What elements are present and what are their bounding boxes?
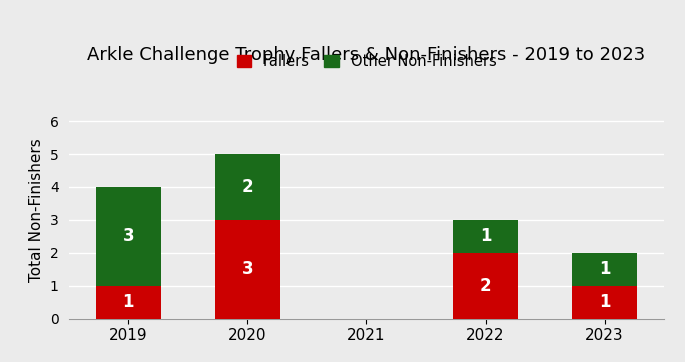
Title: Arkle Challenge Trophy Fallers & Non-Finishers - 2019 to 2023: Arkle Challenge Trophy Fallers & Non-Fin… [88, 46, 645, 64]
Text: 2: 2 [479, 277, 491, 295]
Bar [453, 253, 519, 319]
Legend: Fallers, Other Non-Finishers: Fallers, Other Non-Finishers [231, 48, 502, 75]
Text: 1: 1 [599, 260, 610, 278]
Text: 1: 1 [599, 293, 610, 311]
Bar [96, 286, 161, 319]
Text: 1: 1 [479, 227, 491, 245]
Bar [214, 220, 280, 319]
Bar [214, 154, 280, 220]
Text: 3: 3 [242, 260, 253, 278]
Bar [96, 187, 161, 286]
Text: 2: 2 [242, 178, 253, 196]
Bar [453, 220, 519, 253]
Bar [572, 286, 637, 319]
Text: 3: 3 [123, 227, 134, 245]
Text: 1: 1 [123, 293, 134, 311]
Bar [572, 253, 637, 286]
Y-axis label: Total Non-Finishers: Total Non-Finishers [29, 138, 45, 282]
